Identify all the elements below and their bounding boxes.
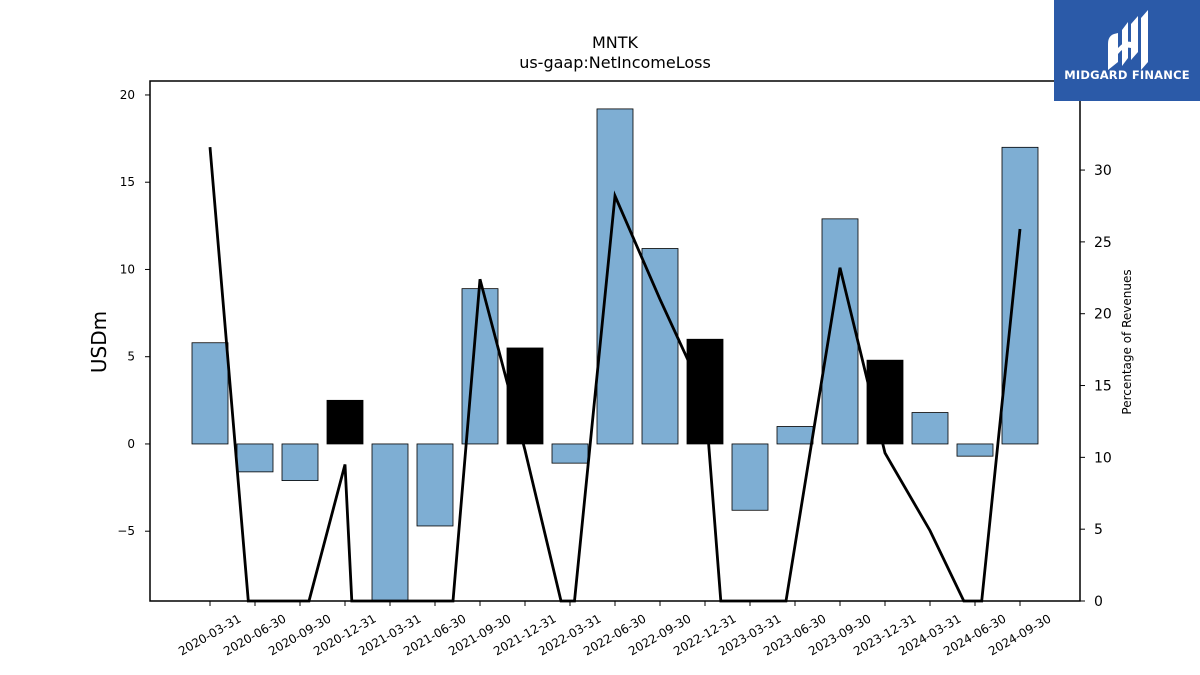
y-tick-label: 20 [120,88,135,102]
y2-tick-label: 10 [1094,450,1112,466]
bar-2020-06-30 [236,443,274,473]
y2-tick-label: 20 [1094,307,1112,323]
chart-subtitle: us-gaap:NetIncomeLoss [519,53,711,72]
y2-tick-label: 5 [1094,522,1103,538]
y-tick-label: 5 [127,350,135,364]
line-layer [208,146,1022,603]
bar-2023-09-30 [821,218,859,445]
bar-2021-12-31 [506,347,544,445]
bar-2020-03-31 [191,342,229,445]
bar-2024-06-30 [956,443,994,457]
bar-2020-12-31 [326,399,364,445]
bar-2023-03-31 [731,443,769,511]
bar-2022-09-30 [641,248,679,445]
chart-title: MNTK [592,33,639,52]
y-axis-label: USDm [87,311,111,373]
y-tick-label: 0 [127,437,135,451]
bar-2022-06-30 [596,108,634,445]
bar-2021-06-30 [416,443,454,527]
y2-axis-label: Percentage of Revenues [1120,269,1134,414]
y-tick-label: −5 [117,524,135,538]
brand-name: MIDGARD FINANCE [1064,68,1190,82]
brand-logo: MIDGARD FINANCE [1054,0,1200,101]
bars-layer [191,108,1039,602]
bar-2020-09-30 [281,443,319,481]
percentage-line [208,146,1022,603]
midgard-logo-icon [1108,10,1148,70]
bar-2023-06-30 [776,426,814,445]
y-tick-label: 15 [120,175,135,189]
bar-2022-12-31 [686,338,724,445]
bar-2022-03-31 [551,443,589,464]
y2-tick-label: 0 [1094,594,1103,610]
y2-tick-label: 25 [1094,235,1112,251]
bar-2024-09-30 [1001,146,1039,445]
y2-tick-label: 30 [1094,163,1112,179]
y2-tick-label: 15 [1094,379,1112,395]
y-tick-label: 10 [120,262,135,276]
bar-2021-03-31 [371,443,409,602]
bar-2024-03-31 [911,412,949,445]
